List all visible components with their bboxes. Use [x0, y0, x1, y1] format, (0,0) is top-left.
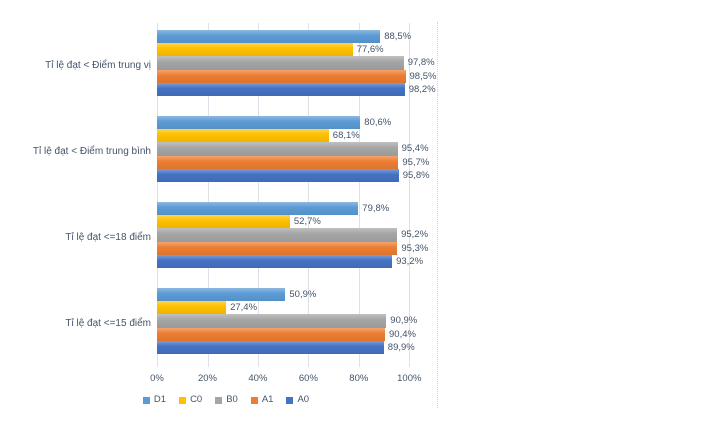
- data-label: 89,9%: [387, 341, 415, 353]
- bar-A0: [157, 254, 393, 269]
- gridline: [358, 23, 360, 367]
- bar-D1: [157, 115, 361, 129]
- data-label: 77,6%: [356, 43, 384, 55]
- data-label: 68,1%: [332, 129, 360, 141]
- x-axis-tick-label: 20%: [197, 373, 217, 384]
- bar-C0: [157, 42, 353, 57]
- data-label: 95,2%: [401, 229, 429, 241]
- x-axis-tick-label: 80%: [349, 373, 369, 384]
- bar-A1: [157, 69, 406, 83]
- x-axis-tick-label: 0%: [150, 373, 164, 384]
- data-label: 79,8%: [362, 202, 390, 214]
- data-label: 52,7%: [293, 215, 321, 227]
- data-label: 50,9%: [289, 288, 317, 300]
- legend-item-A0: A0: [286, 394, 309, 406]
- legend-item-A1: A1: [250, 394, 274, 406]
- legend-label: D1: [153, 394, 167, 405]
- bar-A0: [157, 168, 399, 183]
- legend-item-B0: B0: [215, 394, 238, 406]
- data-label: 95,3%: [401, 242, 429, 254]
- chart-right-border: [437, 22, 438, 408]
- category-label: Tỉ lệ đạt < Điểm trung vị: [45, 60, 151, 71]
- bar-A0: [157, 82, 405, 97]
- gridline: [257, 23, 259, 367]
- bar-D1: [157, 29, 381, 43]
- data-label: 90,9%: [390, 315, 418, 327]
- bar-D1: [157, 287, 286, 301]
- data-label: 95,4%: [401, 143, 429, 155]
- bar-chart: 88,5% 77,6% 97,8% 98,5% 98,2% 80,6% 68,1% 95,4%…: [0, 22, 452, 408]
- legend-item-D1: D1: [142, 394, 167, 406]
- bar-A1: [157, 155, 399, 169]
- bar-C0: [157, 128, 329, 143]
- data-label: 95,7%: [402, 156, 430, 168]
- legend: D1 C0 B0 A1 A0: [0, 394, 452, 406]
- gridline: [308, 23, 310, 367]
- data-label: 88,5%: [384, 30, 412, 42]
- bar-B0: [157, 56, 404, 70]
- legend-item-C0: C0: [179, 394, 202, 406]
- bar-D1: [157, 201, 359, 215]
- gridline: [409, 23, 411, 367]
- legend-swatch-C0: [179, 396, 187, 404]
- legend-swatch-A1: [250, 396, 258, 404]
- data-label: 80,6%: [364, 116, 392, 128]
- plot-area: 88,5% 77,6% 97,8% 98,5% 98,2% 80,6% 68,1% 95,4%…: [157, 23, 437, 367]
- bar-B0: [157, 314, 387, 328]
- data-label: 97,8%: [407, 57, 435, 69]
- data-label: 98,5%: [409, 70, 437, 82]
- bar-C0: [157, 300, 227, 315]
- data-label: 93,2%: [396, 255, 424, 267]
- category-label: Tỉ lệ đạt < Điểm trung bình: [32, 146, 151, 157]
- data-label: 95,8%: [402, 169, 430, 181]
- data-label: 98,2%: [408, 83, 436, 95]
- data-label: 27,4%: [230, 301, 258, 313]
- x-axis-tick-label: 60%: [298, 373, 318, 384]
- legend-label: A1: [261, 394, 274, 405]
- category-label: Tỉ lệ đạt <=18 điểm: [65, 232, 151, 243]
- data-label: 90,4%: [389, 328, 416, 340]
- legend-label: C0: [190, 394, 203, 405]
- bar-B0: [157, 228, 398, 242]
- legend-swatch-B0: [215, 396, 223, 404]
- gridline: [207, 23, 209, 367]
- x-axis-tick-label: 100%: [397, 373, 422, 384]
- bar-A1: [157, 241, 398, 255]
- x-axis-tick-label: 40%: [248, 373, 268, 384]
- category-label: Tỉ lệ đạt <=15 điểm: [65, 318, 151, 329]
- legend-swatch-D1: [142, 396, 150, 404]
- gridline: [157, 23, 158, 367]
- bar-A1: [157, 327, 385, 341]
- legend-swatch-A0: [286, 396, 294, 404]
- bar-B0: [157, 142, 398, 156]
- bar-A0: [157, 340, 384, 355]
- bar-C0: [157, 214, 290, 229]
- legend-label: B0: [226, 394, 238, 405]
- legend-label: A0: [297, 394, 310, 405]
